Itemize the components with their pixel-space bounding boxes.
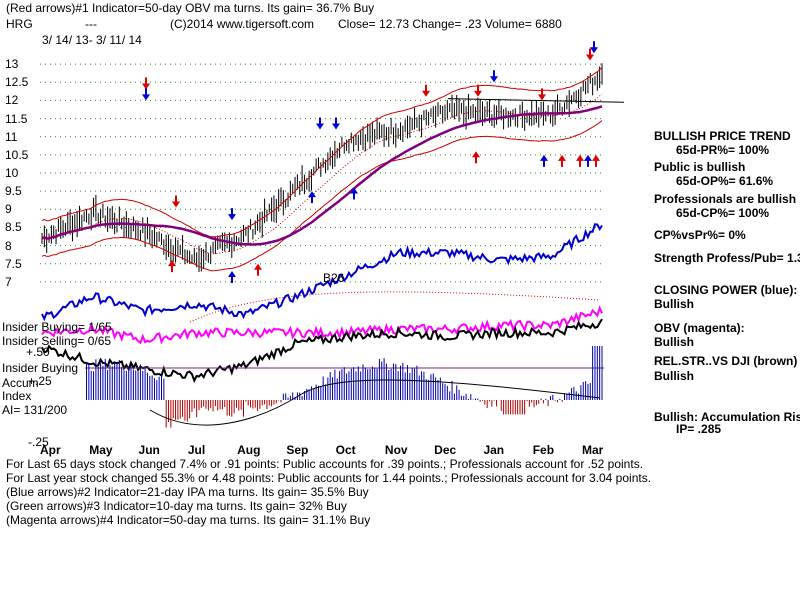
public-state: Public is bullish: [654, 160, 746, 174]
date-range: 3/ 14/ 13- 3/ 11/ 14: [42, 33, 142, 47]
y-tick-label: 13: [5, 57, 19, 72]
sell-arrow: [422, 84, 430, 97]
sell-arrow: [172, 195, 180, 208]
resistance-line: [447, 98, 625, 103]
y-tick-label: 9: [5, 202, 12, 217]
buy-arrow: [472, 151, 480, 164]
minus-25-label: -.25: [28, 435, 49, 449]
month-label: Jul: [187, 443, 206, 457]
close-info: Close= 12.73 Change= .23 Volume= 6880: [338, 17, 562, 31]
strength: Strength Profess/Pub= 1.3: [654, 251, 800, 265]
footer-indicator-2: (Blue arrows)#2 Indicator=21-day IPA ma …: [6, 485, 369, 499]
buy-arrow: [576, 154, 584, 167]
month-label: Dec: [434, 443, 457, 457]
buy-arrow-blue: [228, 270, 236, 283]
closing-power-label: CLOSING POWER (blue):: [654, 283, 798, 297]
month-label: May: [89, 443, 113, 457]
insider-buying-label: Insider Buying: [2, 361, 79, 375]
y-tick-label: 11.5: [5, 111, 28, 126]
ai-value: AI= 131/200: [2, 403, 68, 417]
cp-vs-pr: CP%vsPr%= 0%: [654, 228, 746, 242]
obv-state: Bullish: [654, 335, 695, 349]
buy-arrow: [592, 154, 600, 167]
b26-label: B26: [323, 271, 345, 285]
month-label: Feb: [532, 443, 555, 457]
header-indicator-1: (Red arrows)#1 Indicator=50-day OBV ma t…: [6, 1, 375, 15]
upper-band-line: [41, 67, 603, 238]
insider-selling: Insider Selling= 0/65: [2, 334, 112, 348]
footer-indicator-4: (Magenta arrows)#4 Indicator=50-day ma t…: [6, 513, 371, 527]
plus-50-label: +.50: [26, 345, 50, 359]
y-tick-label: 9.5: [5, 184, 22, 199]
footer-65-day: For Last 65 days stock changed 7.4% or .…: [6, 457, 644, 471]
obv-line: [41, 305, 603, 345]
y-tick-label: 7: [5, 274, 12, 289]
sell-arrow-blue: [590, 41, 598, 54]
buy-arrow-blue: [308, 191, 316, 204]
y-tick-label: 12.5: [5, 75, 29, 90]
accum-label: Accum: [2, 376, 39, 390]
closing-power-state: Bullish: [654, 297, 695, 311]
y-tick-label: 7.5: [5, 256, 22, 271]
sell-arrow: [474, 84, 482, 97]
sell-arrow-blue: [316, 117, 324, 130]
footer-indicator-3: (Green arrows)#3 Indicator=10-day ma tur…: [6, 499, 347, 513]
month-label: Aug: [237, 443, 261, 457]
month-label: Apr: [40, 443, 61, 457]
month-label: Oct: [335, 443, 356, 457]
month-label: Mar: [582, 443, 604, 457]
month-label: Nov: [384, 443, 408, 457]
closing-power-line: [41, 223, 603, 322]
obv-label: OBV (magenta):: [654, 321, 745, 335]
buy-arrow-blue: [584, 154, 592, 167]
sell-arrow: [586, 48, 594, 61]
month-label: Jan: [483, 443, 505, 457]
header-dashes: ---: [85, 17, 97, 31]
relstr-label: REL.STR..VS DJI (brown): [654, 354, 798, 368]
accum-state: Bullish: Accumulation Risi: [654, 410, 800, 424]
op-value: 65d-OP%= 61.6%: [676, 174, 774, 188]
sell-arrow: [538, 88, 546, 101]
sell-arrow-blue: [332, 117, 340, 130]
y-tick-label: 8.5: [5, 220, 22, 235]
y-tick-label: 10.5: [5, 147, 29, 162]
insider-buying: Insider Buying= 1/65: [2, 320, 112, 334]
buy-arrow-blue: [350, 187, 358, 200]
buy-arrow-blue: [540, 154, 548, 167]
accum-ma-line: [149, 379, 601, 426]
obv-ma-line: [189, 291, 601, 323]
ticker: HRG: [6, 17, 33, 31]
y-tick-label: 10: [5, 166, 19, 180]
y-tick-label: 8: [5, 238, 12, 253]
ma50-line: [41, 105, 603, 246]
cp-value: 65d-CP%= 100%: [676, 206, 770, 220]
buy-arrow: [558, 154, 566, 167]
relstr-state: Bullish: [654, 369, 695, 383]
y-tick-label: 11: [5, 129, 18, 144]
buy-arrow: [168, 260, 176, 273]
trend-title: BULLISH PRICE TREND: [654, 129, 791, 143]
plus-25-label: +.25: [28, 374, 52, 388]
buy-arrow: [254, 263, 262, 276]
month-label: Sep: [286, 443, 309, 457]
ip-value: IP= .285: [676, 422, 722, 436]
lower-band-line: [41, 120, 603, 272]
pros-state: Professionals are bullish: [654, 192, 797, 206]
index-label: Index: [2, 389, 32, 403]
sell-arrow: [142, 77, 150, 90]
footer-year: For Last year stock changed 55.3% or 4.4…: [6, 471, 652, 485]
sell-arrow-blue: [228, 208, 236, 221]
pr-value: 65d-PR%= 100%: [676, 143, 770, 157]
sell-arrow-blue: [490, 70, 498, 83]
sell-arrow-blue: [142, 88, 150, 101]
y-tick-label: 12: [5, 93, 19, 108]
month-label: Jun: [138, 443, 160, 457]
relstr-line: [41, 318, 603, 384]
copyright: (C)2014 www.tigersoft.com: [170, 17, 315, 31]
